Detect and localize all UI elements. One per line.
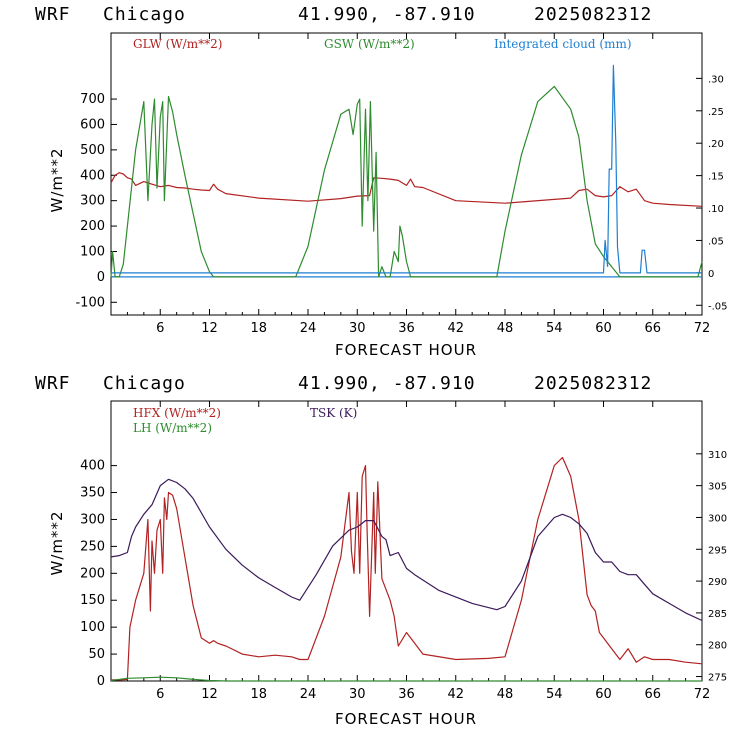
x-tick-label: 66 bbox=[644, 321, 661, 336]
header-model-top: WRF bbox=[35, 4, 71, 25]
y-tick-label: 50 bbox=[88, 647, 105, 662]
y-tick-label: 250 bbox=[80, 539, 105, 554]
y-tick-label: 100 bbox=[80, 620, 105, 635]
x-tick-label: 18 bbox=[250, 321, 267, 336]
x-tick-label: 54 bbox=[546, 687, 563, 702]
x-tick-label: 42 bbox=[447, 321, 464, 336]
series-line-gsw bbox=[110, 85, 703, 278]
y-tick-label: 400 bbox=[80, 168, 105, 183]
x-axis-label-bottom: FORECAST HOUR bbox=[335, 710, 477, 728]
y-tick-label: 100 bbox=[80, 244, 105, 259]
series-line-lh bbox=[110, 676, 702, 682]
y-tick-label: 300 bbox=[80, 194, 105, 209]
right-tick-label: .20 bbox=[708, 139, 724, 150]
right-tick-label: 275 bbox=[708, 673, 727, 684]
y-tick-label: -100 bbox=[75, 295, 105, 310]
legend-hfx: HFX (W/m**2) bbox=[133, 406, 221, 420]
y-tick-label: 0 bbox=[97, 674, 105, 689]
header-coords-bottom: 41.990, -87.910 bbox=[298, 373, 476, 394]
flux-plot-frame bbox=[110, 400, 703, 682]
x-tick-label: 42 bbox=[447, 687, 464, 702]
right-tick-label: 310 bbox=[708, 450, 727, 461]
header-run-top: 2025082312 bbox=[534, 4, 652, 25]
flux-panel: 6 12 18 24 30 36 42 48 54 60 66 72 0 50 100 150 200 250 30… bbox=[48, 400, 727, 728]
right-tick-label: 290 bbox=[708, 577, 727, 588]
right-tick-label: 0 bbox=[708, 269, 714, 280]
x-tick-label: 60 bbox=[595, 321, 612, 336]
right-tick-label: 280 bbox=[708, 641, 727, 652]
x-tick-label: 48 bbox=[497, 687, 514, 702]
y-axis-label-bottom: W/m**2 bbox=[48, 510, 66, 575]
y-tick-label: 150 bbox=[80, 593, 105, 608]
header-run-bottom: 2025082312 bbox=[534, 373, 652, 394]
y-tick-label: 500 bbox=[80, 143, 105, 158]
header-city-top: Chicago bbox=[103, 4, 186, 25]
series-line-integrated bbox=[111, 64, 702, 274]
header-coords-top: 41.990, -87.910 bbox=[298, 4, 476, 25]
right-tick-label: .30 bbox=[708, 74, 724, 85]
series-line-tsk bbox=[110, 478, 703, 622]
right-tick-label: .15 bbox=[708, 172, 724, 183]
y-tick-label: 350 bbox=[80, 486, 105, 501]
header-city-bottom: Chicago bbox=[103, 373, 186, 394]
y-tick-label: 600 bbox=[80, 117, 105, 132]
right-tick-label: 300 bbox=[708, 513, 727, 524]
right-tick-label: 285 bbox=[708, 609, 727, 620]
legend-gsw: GSW (W/m**2) bbox=[324, 37, 415, 51]
x-tick-label: 6 bbox=[156, 687, 164, 702]
right-tick-label: .10 bbox=[708, 204, 724, 215]
x-tick-label: 72 bbox=[694, 687, 711, 702]
x-tick-label: 36 bbox=[398, 321, 415, 336]
x-tick-label: 48 bbox=[497, 321, 514, 336]
x-tick-label: 30 bbox=[349, 321, 366, 336]
radiation-panel: 6 12 18 24 30 36 42 48 54 60 66 72 -100 0 100 200 300 400… bbox=[48, 32, 728, 359]
y-tick-label: 300 bbox=[80, 512, 105, 527]
right-tick-label: .25 bbox=[708, 107, 724, 118]
x-tick-label: 30 bbox=[349, 687, 366, 702]
right-tick-label: -.05 bbox=[708, 301, 728, 312]
x-tick-label: 6 bbox=[156, 321, 164, 336]
x-tick-label: 54 bbox=[546, 321, 563, 336]
x-tick-label: 36 bbox=[398, 687, 415, 702]
right-tick-label: 295 bbox=[708, 545, 727, 556]
y-tick-label: 200 bbox=[80, 566, 105, 581]
right-tick-label: 305 bbox=[708, 482, 727, 493]
x-tick-label: 12 bbox=[201, 321, 218, 336]
x-tick-label: 66 bbox=[644, 687, 661, 702]
header-model-bottom: WRF bbox=[35, 373, 71, 394]
legend-glw: GLW (W/m**2) bbox=[133, 37, 222, 51]
y-tick-label: 200 bbox=[80, 219, 105, 234]
x-tick-label: 18 bbox=[250, 687, 267, 702]
x-tick-label: 24 bbox=[300, 687, 317, 702]
y-tick-label: 400 bbox=[80, 459, 105, 474]
right-tick-label: .05 bbox=[708, 236, 724, 247]
x-tick-label: 24 bbox=[300, 321, 317, 336]
legend-cloud: Integrated cloud (mm) bbox=[494, 37, 632, 51]
x-tick-label: 60 bbox=[595, 687, 612, 702]
y-tick-label: 0 bbox=[97, 270, 105, 285]
x-tick-label: 12 bbox=[201, 687, 218, 702]
legend-tsk: TSK (K) bbox=[310, 406, 357, 420]
y-axis-label-top: W/m**2 bbox=[48, 147, 66, 212]
series-line-hfx bbox=[111, 456, 703, 681]
y-tick-label: 700 bbox=[80, 92, 105, 107]
x-tick-label: 72 bbox=[694, 321, 711, 336]
series-line-glw bbox=[110, 172, 703, 207]
legend-lh: LH (W/m**2) bbox=[133, 421, 212, 435]
x-axis-label-top: FORECAST HOUR bbox=[335, 341, 477, 359]
